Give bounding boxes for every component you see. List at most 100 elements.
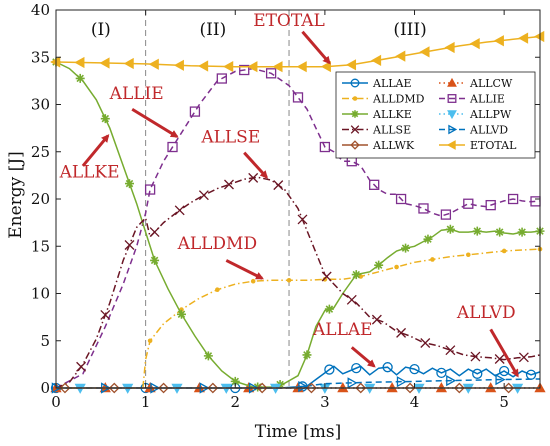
legend-label-alldmd: ALLDMD (372, 93, 425, 106)
series-point-allwk (256, 382, 268, 394)
series-point-etotal (419, 46, 430, 58)
series-point-allke (150, 255, 160, 265)
annotation-arrow-allse (243, 151, 268, 179)
annotation-label-allie: ALLIE (109, 84, 164, 104)
series-point-allke (100, 114, 110, 124)
series-point-allke (423, 234, 433, 244)
legend-label-etotal: ETOTAL (470, 139, 517, 152)
series-point-etotal (99, 57, 110, 69)
legend-marker-allse (350, 125, 360, 134)
series-point-allwk (503, 382, 515, 394)
series-point-allse (100, 309, 111, 320)
y-tick-label: 10 (31, 285, 50, 303)
series-point-allse (396, 327, 407, 338)
series-point-etotal (74, 56, 85, 69)
legend-marker-allie (447, 94, 457, 103)
series-point-allwk (453, 382, 465, 394)
legend-label-allwk: ALLWK (372, 139, 415, 152)
plot-area: (I) (II) (III) (50, 10, 546, 394)
series-point-alldmd (501, 248, 507, 254)
series-point-allke (374, 260, 384, 270)
series-point-allse (149, 227, 160, 238)
series-point-allse (494, 354, 505, 364)
series-point-allie (292, 92, 304, 103)
series-point-allwk (158, 382, 169, 394)
y-tick-label: 40 (31, 1, 50, 19)
series-point-etotal (123, 57, 134, 70)
annotation-label-allke: ALLKE (59, 162, 120, 182)
x-tick-label: 5 (499, 393, 509, 411)
series-point-alldmd (286, 277, 292, 283)
series-point-allke (324, 304, 334, 314)
series-point-allie (239, 64, 250, 76)
series-point-allwk (306, 382, 317, 394)
annotation-arrow-allie (131, 107, 179, 138)
series-point-allke (75, 73, 85, 83)
annotation-arrow-etotal (301, 30, 331, 65)
series-point-alldmd (215, 287, 220, 293)
legend-marker-allke (351, 110, 359, 118)
y-tick-label: 30 (31, 96, 50, 114)
series-point-etotal (296, 61, 307, 73)
legend-box (335, 71, 536, 159)
series-point-allwk (404, 382, 416, 394)
series-point-allse (371, 314, 382, 325)
series-point-allie (216, 73, 227, 84)
x-tick-label: 3 (320, 393, 330, 411)
series-point-etotal (173, 59, 184, 71)
series-point-etotal (247, 61, 258, 73)
series-point-alldmd (322, 277, 328, 282)
annotation-arrow-allae (350, 346, 376, 368)
series-point-allke (472, 226, 482, 236)
series-point-etotal (223, 60, 234, 73)
series-point-etotal (444, 41, 455, 54)
series-point-allae (409, 363, 420, 375)
series-point-allse (198, 190, 209, 201)
series-point-allie (485, 199, 496, 211)
series-point-etotal (469, 38, 480, 50)
legend-label-allse: ALLSE (372, 124, 411, 137)
series-point-allvd (347, 377, 358, 389)
series-point-allie (369, 179, 380, 190)
legend-label-allcw: ALLCW (469, 77, 513, 90)
series-point-allse (470, 351, 481, 362)
x-tick-label: 4 (410, 393, 420, 411)
y-tick-label: 5 (40, 332, 50, 350)
series-point-allke (351, 270, 361, 280)
axes: 0 1 2 3 4 5 0 5 10 15 20 25 30 35 40 (31, 1, 541, 411)
series-point-allie (319, 141, 331, 153)
series-point-allwk (355, 382, 367, 394)
legend-marker-allwk (350, 140, 360, 150)
series-point-allse (518, 352, 529, 363)
series-point-etotal (395, 50, 406, 62)
annotation-arrow-alldmd (225, 259, 264, 280)
series-point-allie (144, 184, 156, 195)
y-tick-label: 35 (31, 48, 50, 66)
series-point-allse (174, 205, 185, 216)
series-point-allse (273, 180, 284, 191)
series-point-etotal (198, 60, 209, 72)
series-point-allie (189, 106, 201, 117)
series-point-allke (253, 382, 263, 392)
series-point-allse (248, 172, 259, 183)
series-point-etotal (345, 59, 357, 71)
series-point-etotal (272, 61, 283, 73)
y-axis-label: Energy [J] (6, 151, 26, 239)
series-point-allwk (108, 382, 120, 394)
y-tick-label: 0 (40, 379, 50, 397)
series-point-allse (124, 240, 135, 250)
series-point-allvd (396, 376, 407, 388)
series-point-allie (418, 203, 429, 214)
series-point-etotal (320, 60, 331, 73)
series-line-allse (55, 176, 541, 389)
series-point-etotal (148, 58, 159, 70)
series-point-allie (265, 68, 277, 79)
legend-label-allie: ALLIE (469, 93, 505, 106)
series-point-allae (472, 368, 483, 379)
legend-label-allke: ALLKE (372, 108, 412, 121)
series-point-allie (440, 209, 452, 220)
x-tick-label: 1 (141, 393, 151, 411)
series-point-allvd (495, 373, 506, 386)
annotation-label-allae: ALLAE (312, 320, 373, 340)
series-point-etotal (371, 54, 382, 67)
